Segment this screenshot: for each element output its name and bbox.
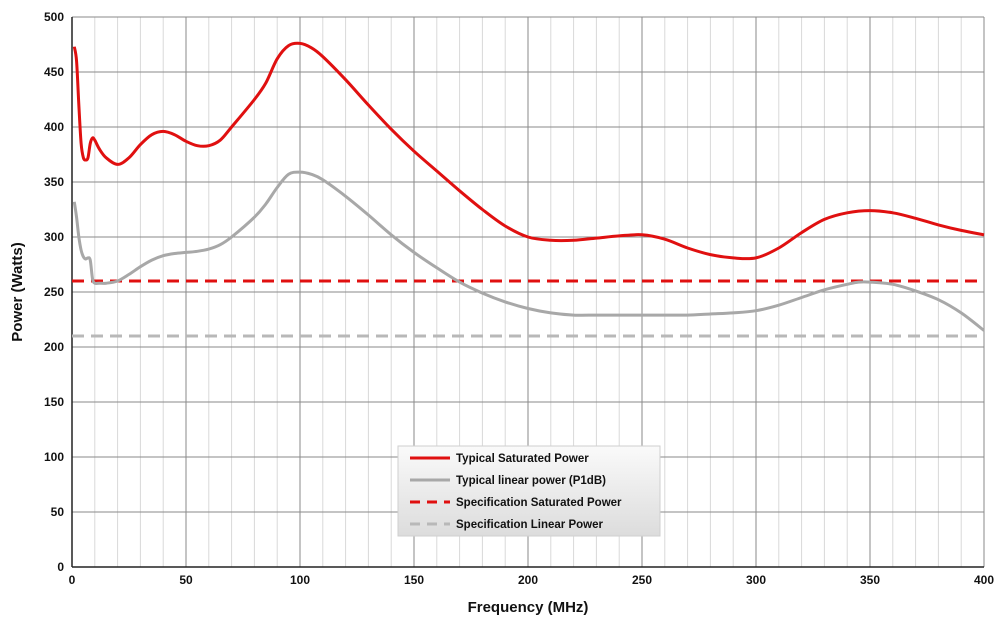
y-tick-label: 50 — [51, 505, 65, 519]
legend-label-4: Specification Linear Power — [456, 519, 604, 531]
y-tick-label: 200 — [44, 340, 64, 354]
series-line-2 — [72, 170, 985, 332]
y-tick-label: 100 — [44, 450, 64, 464]
y-tick-label: 450 — [44, 65, 64, 79]
y-axis-title: Power (Watts) — [9, 242, 26, 341]
tick-labels: 0 50 100 150 200 250 300 350 400 0 50 100 150 200 250 3… — [44, 10, 994, 587]
y-tick-label: 150 — [44, 395, 64, 409]
y-tick-label: 0 — [57, 560, 64, 574]
y-tick-label: 250 — [44, 285, 64, 299]
x-tick-label: 100 — [290, 573, 310, 587]
y-tick-label: 350 — [44, 175, 64, 189]
x-tick-label: 250 — [632, 573, 652, 587]
x-tick-label: 400 — [974, 573, 994, 587]
series-line-1 — [72, 41, 985, 261]
x-tick-label: 0 — [69, 573, 76, 587]
axes — [71, 17, 984, 568]
y-tick-label: 300 — [44, 230, 64, 244]
legend: Typical Saturated Power Typical linear po… — [397, 445, 661, 537]
series-layer — [72, 41, 985, 338]
x-tick-label: 350 — [860, 573, 880, 587]
x-tick-label: 150 — [404, 573, 424, 587]
legend-label-2: Typical linear power (P1dB) — [456, 475, 606, 487]
legend-box — [397, 445, 661, 537]
legend-label-1: Typical Saturated Power — [456, 453, 589, 465]
x-axis-title: Frequency (MHz) — [468, 599, 589, 616]
x-tick-label: 200 — [518, 573, 538, 587]
y-tick-label: 500 — [44, 10, 64, 24]
x-tick-label: 50 — [179, 573, 193, 587]
y-tick-label: 400 — [44, 120, 64, 134]
x-tick-label: 300 — [746, 573, 766, 587]
legend-label-3: Specification Saturated Power — [456, 497, 622, 509]
